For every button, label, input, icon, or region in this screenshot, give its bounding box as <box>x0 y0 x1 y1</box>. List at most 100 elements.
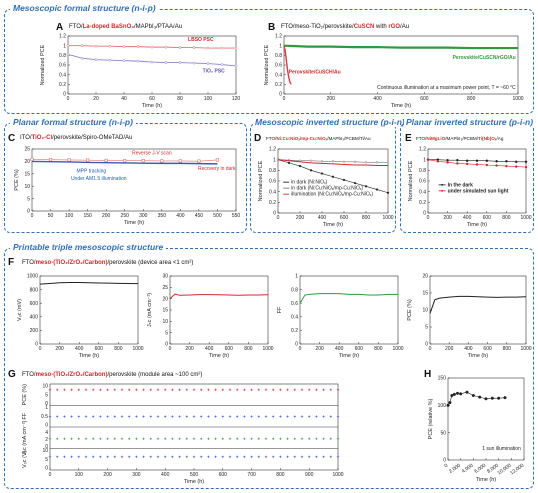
series-sun-point <box>456 162 459 165</box>
x-tick-label: 600 <box>355 346 364 352</box>
y-tick-label: 0 <box>443 458 446 464</box>
y-tick-label: 5 <box>425 325 428 331</box>
series-reverse-jv-point <box>141 159 145 163</box>
panel-label-h: H <box>424 369 432 380</box>
y-tick-label: 5 <box>165 330 168 336</box>
panel-label-g: G <box>8 369 16 380</box>
series-reverse-jv-point <box>67 158 71 162</box>
y-tick-label: 1 <box>63 43 66 49</box>
legend-lbso-psc: LBSO PSC <box>188 37 214 43</box>
y-tick-label: 10 <box>42 448 48 454</box>
x-axis-label: Time (h) <box>467 222 487 228</box>
y-tick-label: 1 <box>273 157 276 163</box>
y-tick-label: 400 <box>30 315 39 321</box>
annotation-h: 1 sun illumination <box>482 446 521 452</box>
y-axis-label: Normalized PCE <box>408 160 414 201</box>
chart-f-pce: 0 200 400 600 800 1000 0 5 10 15 20 Time (h) PCE (%) <box>407 274 532 359</box>
plot-frame <box>169 275 269 345</box>
x-tick-label: 0 <box>49 472 52 478</box>
series-h-point <box>465 390 469 394</box>
x-tick-label: 500 <box>213 213 222 219</box>
y-tick-label: 20 <box>24 159 30 165</box>
x-tick-label: 0 <box>299 346 302 352</box>
panel-label-e: E <box>405 133 412 144</box>
y-tick-label: 20 <box>162 296 168 302</box>
panel-label-f: F <box>8 257 15 268</box>
x-tick-label: 2,000 <box>448 463 462 475</box>
plot-frame <box>427 148 527 214</box>
series-dark-ni-niox-point <box>364 185 368 188</box>
series-reverse-jv-point <box>178 159 182 163</box>
y-tick-label: 0 <box>425 342 428 348</box>
section-title-mesoscopic-inverted: Mesoscopic inverted structure (p-i-n) <box>253 117 407 127</box>
y-tick-label: 0.5 <box>41 414 48 420</box>
y-axis-label: PCE (%) <box>14 169 20 191</box>
plot-frame <box>67 35 237 95</box>
x-tick-label: 200 <box>296 215 305 221</box>
x-tick-label: 400 <box>463 215 472 221</box>
plot-frame <box>31 148 237 212</box>
y-tick-label: 15 <box>422 291 428 297</box>
legend-marker <box>441 183 443 186</box>
x-tick-label: 1000 <box>520 215 531 221</box>
series-lbso-psc-point <box>150 45 154 49</box>
series-lbso-psc-point <box>220 46 224 50</box>
x-tick-label: 400 <box>161 472 170 478</box>
series-tio2-psc-point <box>220 63 224 66</box>
series-dark-ni-cu-niox-point <box>320 160 324 163</box>
x-axis-label: Time (h) <box>142 103 162 109</box>
series-dark-ni-niox-point <box>353 181 357 185</box>
series-lbso-psc-point <box>164 45 168 49</box>
y-tick-label: 0 <box>423 211 426 217</box>
x-tick-label: 80 <box>177 96 183 102</box>
x-tick-label: 400 <box>176 213 185 219</box>
series-lbso-psc-point <box>80 44 84 48</box>
series-sun-point <box>436 160 440 163</box>
y-axis-label: PCE (%) <box>407 299 413 321</box>
x-tick-label: 450 <box>195 213 204 219</box>
y-tick-label: 0.8 <box>419 168 426 174</box>
series-dark-point <box>465 159 469 162</box>
x-tick-label: 1000 <box>262 346 273 352</box>
series-reverse-jv-point <box>160 159 164 163</box>
series-tio2-psc-line <box>67 53 237 67</box>
x-tick-label: 400 <box>373 96 382 102</box>
y-tick-label: 5 <box>45 392 48 398</box>
x-tick-label: 0 <box>67 96 70 102</box>
series-lbso-psc-point <box>136 45 140 48</box>
series-lbso-psc-point <box>206 46 210 50</box>
x-tick-label: 1000 <box>332 472 343 478</box>
series-f4-line <box>429 295 527 314</box>
y-tick-label: 0.2 <box>291 328 298 334</box>
series-sun-point <box>495 164 498 167</box>
y-axis-label: Vₒc (mV) <box>17 299 23 321</box>
series-sun-point <box>485 163 489 167</box>
y-tick-label: 1.2 <box>419 147 426 153</box>
x-tick-label: 800 <box>502 215 511 221</box>
y-tick-label: 5 <box>45 457 48 463</box>
x-tick-label: 50 <box>48 213 54 219</box>
row-axis-label: Jₛc (mA cm⁻²) <box>22 420 28 454</box>
panel-label-d: D <box>254 133 262 144</box>
section-title-printable-triple: Printable triple mesoscopic structure <box>10 242 167 252</box>
series-tio2-psc-point <box>164 61 168 64</box>
series-tio2-psc-point <box>178 61 182 64</box>
y-tick-label: 0 <box>165 342 168 348</box>
series-dark-ni-niox-point <box>331 175 335 178</box>
series-dark-ni-niox-point <box>287 161 291 165</box>
x-tick-label: 600 <box>225 346 234 352</box>
row-axis-label: PCE (%) <box>22 384 28 406</box>
chart-f-voc: 0 200 400 600 800 1000 0 200 400 600 800 1000 Time (… <box>17 274 144 359</box>
x-tick-label: 800 <box>374 346 383 352</box>
x-tick-label: 200 <box>103 472 112 478</box>
series-h-point <box>497 396 501 400</box>
series-cuscn-rgo-line <box>283 44 518 50</box>
x-tick-label: 200 <box>315 346 324 352</box>
y-tick-label: 0.8 <box>275 53 282 59</box>
legend-marker <box>441 189 443 192</box>
series-dark-ni-niox-point <box>375 188 379 191</box>
series-tio2-psc-point <box>80 56 84 60</box>
x-tick-label: 800 <box>114 346 123 352</box>
series-dark-point <box>446 158 449 162</box>
panel-label-c: C <box>8 133 16 144</box>
